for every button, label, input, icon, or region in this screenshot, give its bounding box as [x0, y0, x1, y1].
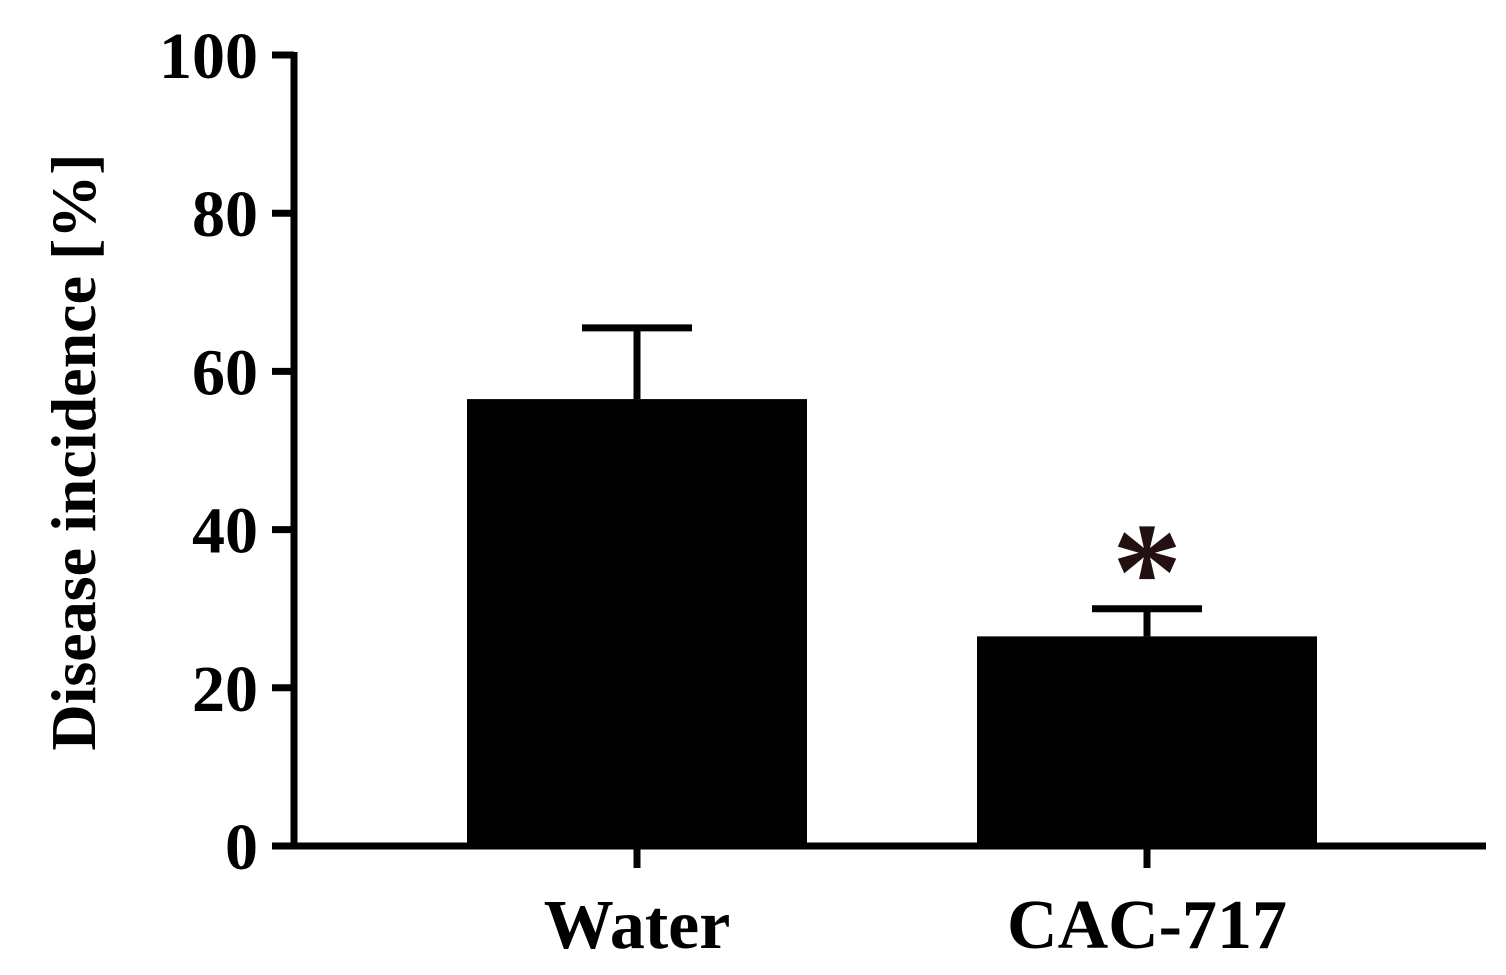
- x-axis-categories: Water CAC-717: [544, 846, 1287, 964]
- y-tick-label: 100: [159, 20, 258, 93]
- error-bars: [582, 324, 1202, 637]
- x-category-label: CAC-717: [1007, 887, 1287, 964]
- y-tick-label: 0: [225, 811, 258, 884]
- bar-water: [467, 399, 807, 846]
- annotations: *: [1112, 495, 1182, 650]
- bar-cac-717: [977, 636, 1317, 846]
- bars: [467, 399, 1317, 846]
- y-tick-label: 80: [192, 178, 258, 251]
- significance-asterisk: *: [1112, 495, 1182, 650]
- y-tick-label: 60: [192, 336, 258, 409]
- x-category-label: Water: [544, 887, 731, 964]
- y-tick-label: 20: [192, 653, 258, 726]
- y-axis-ticks: 0 20 40 60 80 100: [159, 20, 294, 884]
- y-axis-title: Disease incidence [%]: [38, 153, 109, 750]
- y-tick-label: 40: [192, 495, 258, 568]
